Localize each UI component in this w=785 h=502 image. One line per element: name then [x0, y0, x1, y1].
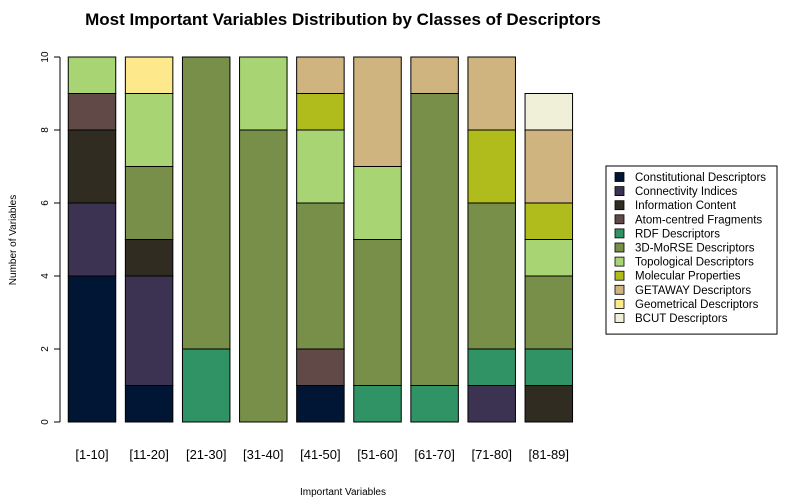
bar-segment — [524, 385, 574, 423]
bar-segment — [181, 348, 231, 423]
chart-title: Most Important Variables Distribution by… — [85, 10, 601, 29]
x-tick-label: [51-60] — [357, 447, 397, 462]
legend-swatch — [614, 172, 625, 182]
legend-entry-label: GETAWAY Descriptors — [635, 285, 751, 297]
bar-segment — [467, 202, 516, 350]
bar-segment — [467, 56, 516, 131]
legend-swatch — [614, 214, 625, 225]
legend-entry-label: Molecular Properties — [635, 271, 741, 283]
bar-segment — [410, 56, 459, 94]
bar-segment — [296, 93, 345, 131]
legend-swatch — [614, 228, 625, 239]
bar-segment — [124, 385, 174, 423]
y-tick-label: 10 — [40, 51, 51, 63]
y-tick-label: 0 — [40, 419, 51, 425]
bar-segment — [353, 166, 402, 240]
bar-segment — [67, 93, 117, 131]
legend-box — [605, 165, 778, 335]
legend-entry-label: 3D-MoRSE Descriptors — [635, 243, 755, 255]
legend-swatch — [614, 270, 625, 281]
bar-segment — [67, 275, 117, 423]
legend-swatch — [614, 186, 625, 197]
y-tick-label: 8 — [40, 127, 51, 133]
legend: Constitutional Descriptors Connectivity I… — [605, 165, 778, 335]
legend-entry-label: RDF Descriptors — [635, 228, 720, 240]
bar-segment — [296, 129, 345, 204]
bar-segment — [67, 129, 117, 204]
x-tick-label: [1-10] — [75, 447, 108, 462]
x-axis-label: Important Variables — [300, 487, 386, 498]
bar-segment — [124, 166, 174, 240]
bar-segment — [353, 56, 402, 167]
bar-segment — [296, 385, 345, 423]
legend-swatch — [614, 242, 625, 253]
bar-segment — [410, 385, 459, 423]
legend-entry-label: Constitutional Descriptors — [635, 172, 766, 184]
bar-segment — [524, 275, 574, 350]
legend-entry-label: Topological Descriptors — [635, 257, 754, 269]
legend-swatch — [614, 298, 625, 309]
bar-segment — [524, 202, 574, 240]
legend-entry-label: BCUT Descriptors — [635, 313, 728, 325]
x-tick-label: [31-40] — [243, 447, 283, 462]
bar-segment — [353, 239, 402, 386]
legend-swatch — [614, 284, 625, 295]
x-tick-label: [71-80] — [471, 447, 511, 462]
legend-swatch — [614, 256, 625, 267]
y-axis-label: Number of Variables — [8, 195, 19, 285]
bar-segment — [124, 275, 174, 386]
bar-segment — [296, 348, 345, 386]
legend-entry-label: Geometrical Descriptors — [635, 299, 759, 311]
bar-segment — [296, 56, 345, 94]
x-axis-tick-labels: [1-10] [11-20] [21-30] [31-40] [41-50] [51-60… — [75, 447, 569, 462]
bar-segment — [524, 129, 574, 204]
legend-entry-label: Atom-centred Fragments — [635, 214, 762, 226]
x-tick-label: [11-20] — [129, 447, 169, 462]
bar-segment — [410, 93, 459, 386]
bar-segment — [524, 93, 574, 131]
bar-segment — [353, 385, 402, 423]
legend-entry-label: Information Content — [635, 200, 737, 212]
legend-swatch — [614, 200, 625, 211]
y-tick-label: 4 — [40, 273, 51, 279]
bar-segment — [124, 93, 174, 167]
y-axis: 0 2 4 6 8 10 — [40, 51, 61, 425]
bar-segment — [67, 202, 117, 277]
bars — [67, 56, 574, 423]
bar-segment — [124, 239, 174, 277]
x-tick-label: [41-50] — [300, 447, 340, 462]
bar-segment — [467, 129, 516, 204]
bar-segment — [239, 129, 288, 423]
legend-entry-label: Connectivity Indices — [635, 186, 738, 198]
bar-segment — [67, 56, 117, 94]
bar-segment — [524, 239, 574, 277]
bar-segment — [239, 56, 288, 131]
y-tick-label: 6 — [40, 200, 51, 206]
bar-segment — [124, 56, 174, 94]
bar-segment — [524, 348, 574, 386]
x-tick-label: [81-89] — [529, 447, 569, 462]
bar-segment — [467, 385, 516, 423]
bar-segment — [181, 56, 231, 350]
x-tick-label: [61-70] — [414, 447, 454, 462]
legend-swatch — [614, 313, 625, 323]
bar-segment — [296, 202, 345, 350]
x-tick-label: [21-30] — [186, 447, 226, 462]
y-tick-label: 2 — [40, 346, 51, 352]
bar-segment — [467, 348, 516, 386]
